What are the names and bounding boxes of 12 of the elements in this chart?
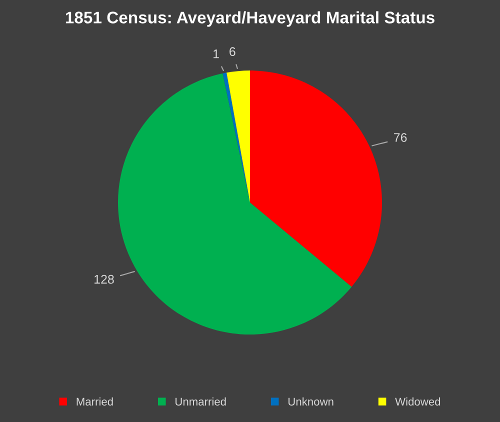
data-label: 1: [214, 50, 219, 58]
pie-slice: [250, 70, 382, 287]
legend-label: Married: [76, 397, 113, 406]
data-label: 76: [394, 133, 407, 142]
chart-title: 1851 Census: Aveyard/Haveyard Marital Status: [66, 11, 434, 27]
legend-label: Unmarried: [176, 397, 226, 406]
pie-slice: [226, 70, 250, 203]
pie-slice: [118, 73, 352, 335]
data-label: 128: [94, 274, 114, 284]
data-label: 6: [230, 47, 236, 56]
legend-label: Unknown: [288, 397, 334, 406]
legend-label: Widowed: [395, 397, 440, 406]
